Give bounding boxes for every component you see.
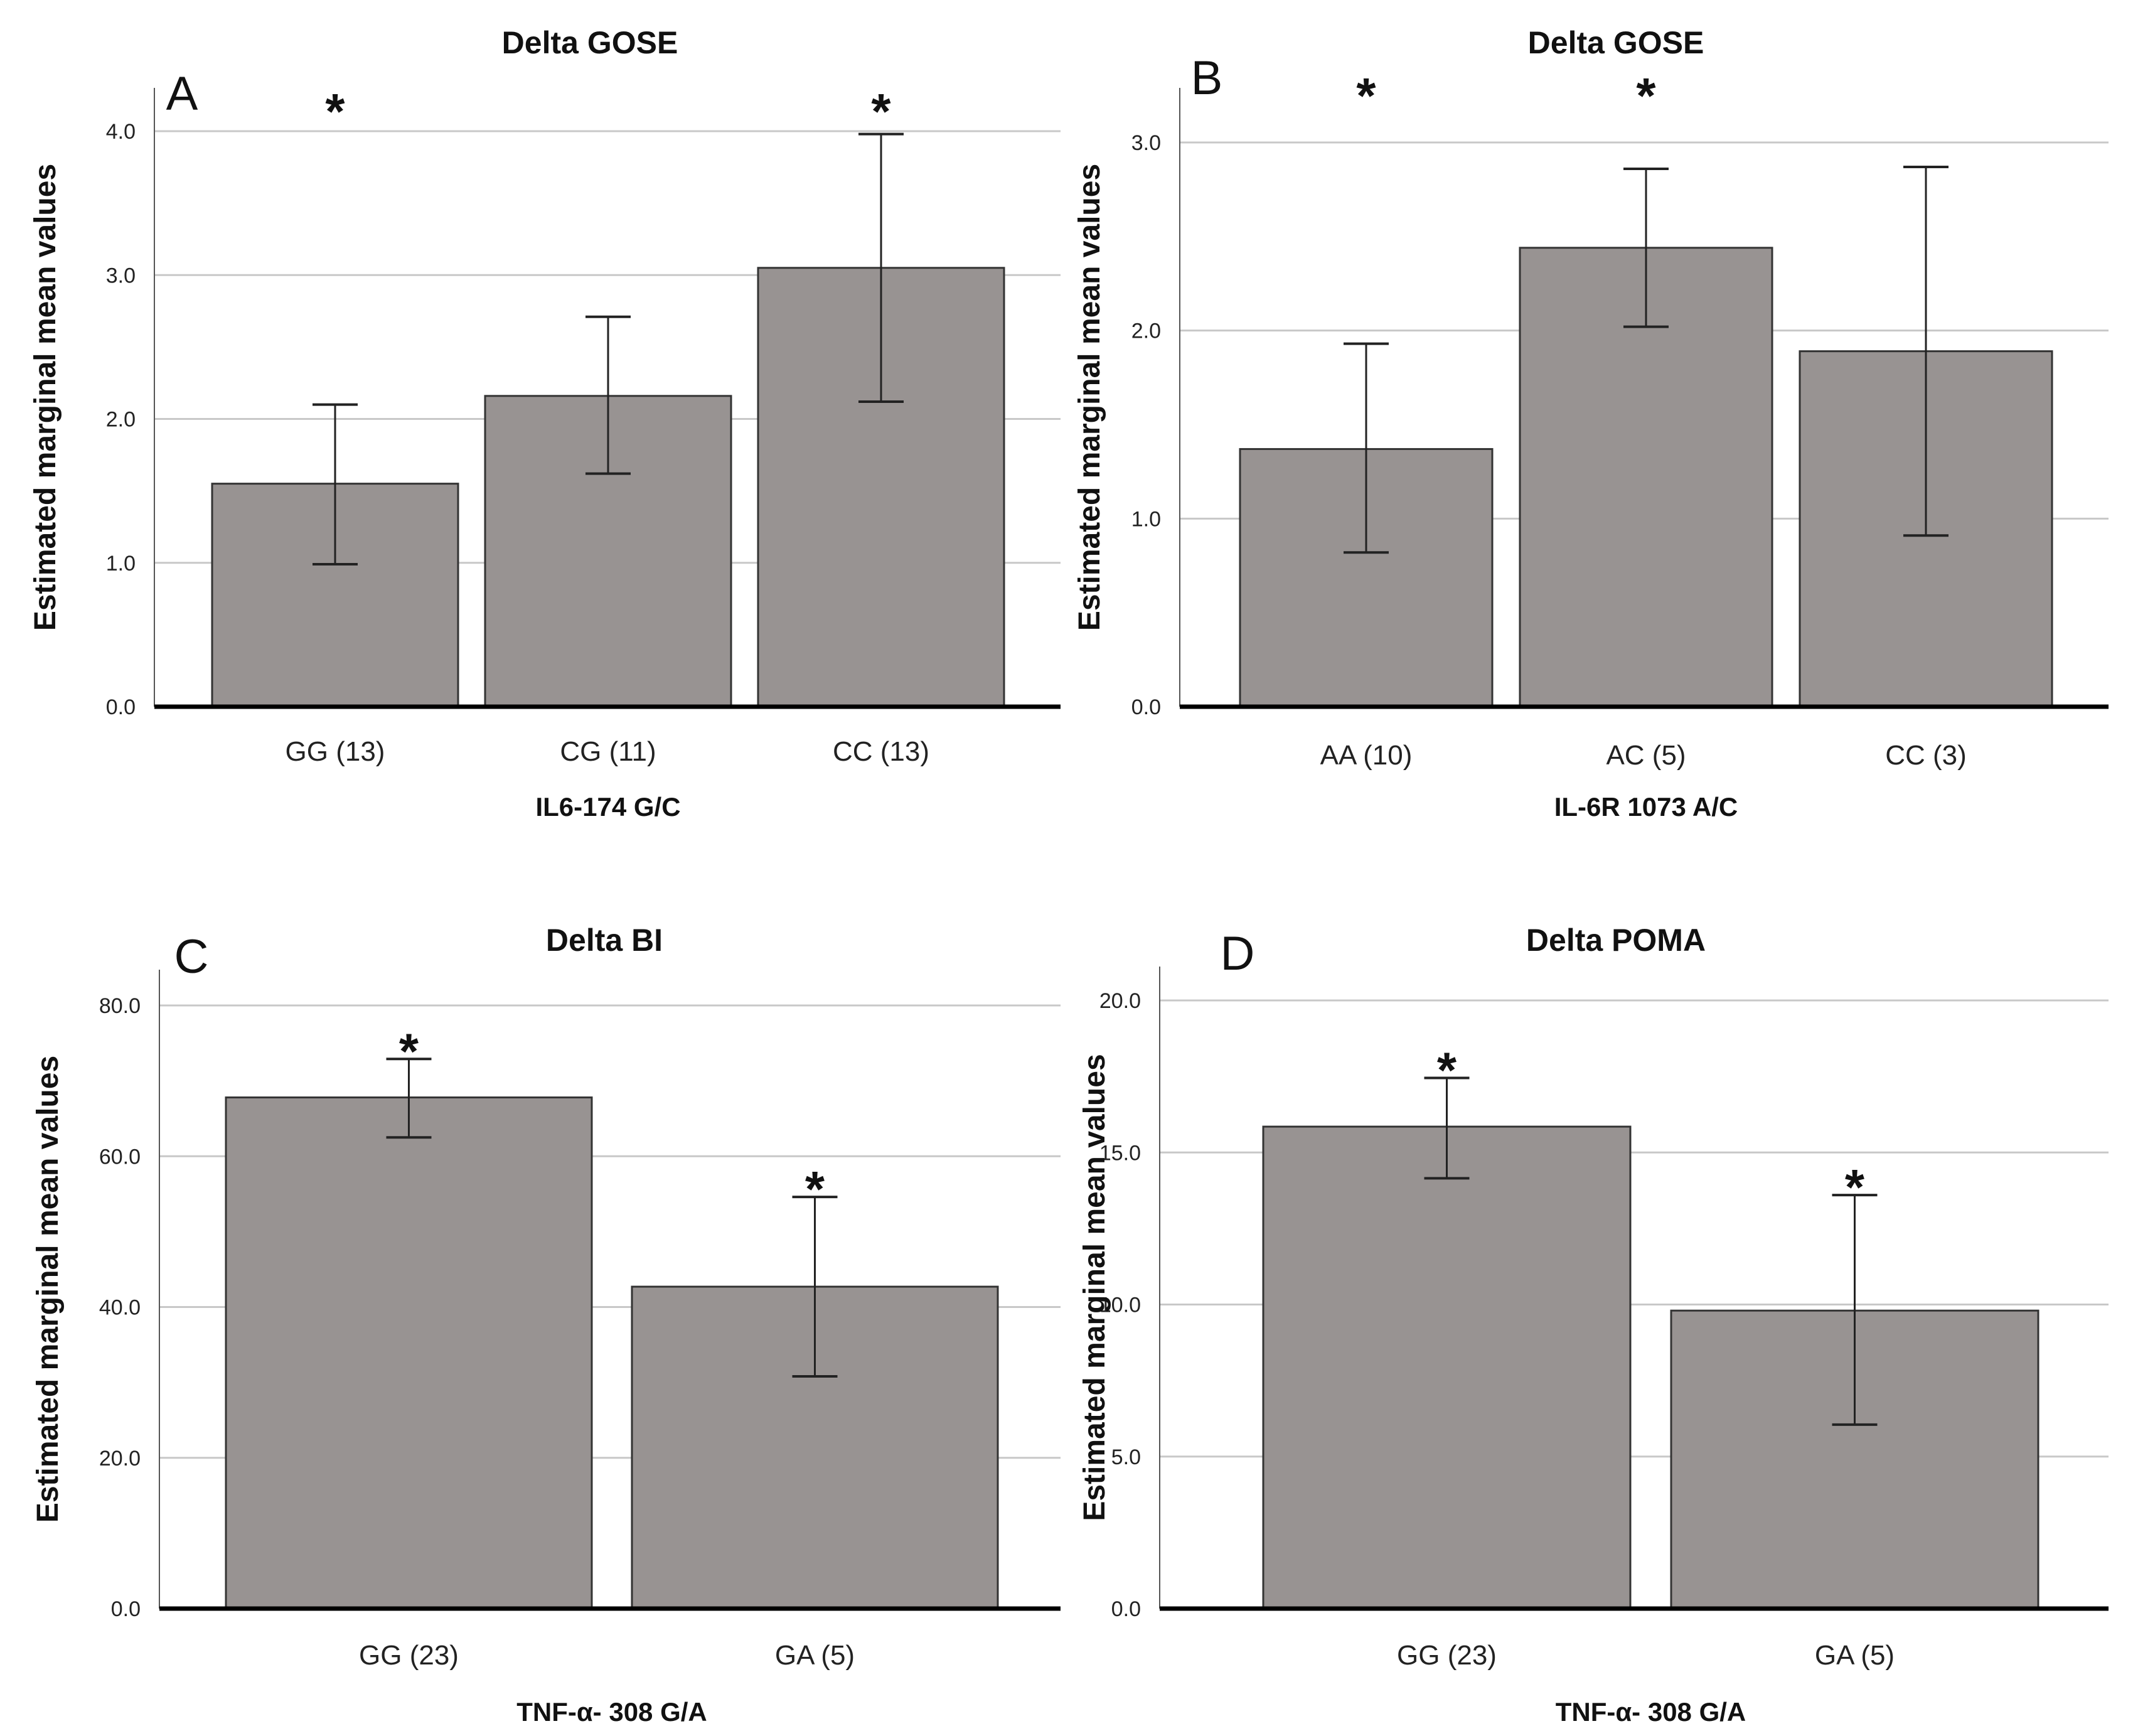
chart-title: Delta GOSE [1528,25,1704,60]
category-label: AC (5) [1606,740,1686,771]
y-axis-title: Estimated marginal mean values [1078,1054,1111,1521]
category-label: GG (23) [359,1640,459,1671]
y-axis-title: Estimated marginal mean values [31,1056,65,1523]
y-tick-label: 0.0 [1131,695,1161,719]
significance-star: * [325,83,345,139]
y-tick-label: 80.0 [99,994,141,1018]
y-tick-label: 3.0 [106,264,136,287]
significance-star: * [1636,68,1656,124]
category-label: GG (13) [286,736,385,767]
y-tick-label: 10.0 [1099,1294,1141,1317]
y-tick-label: 2.0 [106,408,136,432]
chart-panel-c: 0.0 20.0 40.0 60.0 80.0 * GG (23) * GA (5) Delta … [31,923,1061,1727]
y-tick-label: 1.0 [106,552,136,576]
category-label: GA (5) [1815,1640,1895,1671]
y-tick-label: 20.0 [99,1447,141,1471]
y-tick-label: 2.0 [1131,319,1161,343]
significance-star: * [871,83,891,139]
significance-star: * [1356,68,1376,124]
panel-label: A [166,67,198,121]
y-tick-label: 0.0 [106,695,136,719]
y-tick-label: 15.0 [1099,1141,1141,1165]
x-axis-title: TNF-α- 308 G/A [516,1697,707,1727]
y-tick-label: 40.0 [99,1296,141,1320]
significance-star: * [399,1023,419,1079]
chart-panel-d: 0.0 5.0 10.0 15.0 20.0 * GG (23) * GA (5) Delta P… [1078,923,2109,1727]
panel-label: B [1191,51,1223,105]
chart-title: Delta GOSE [502,25,678,60]
y-axis-title: Estimated marginal mean values [1073,164,1106,631]
y-tick-label: 5.0 [1111,1445,1141,1469]
x-axis-title: TNF-α- 308 G/A [1556,1697,1746,1727]
y-tick-label: 60.0 [99,1145,141,1169]
category-label: CC (3) [1885,740,1967,771]
panel-label: D [1221,927,1255,980]
significance-star: * [1437,1042,1457,1098]
y-axis-title: Estimated marginal mean values [29,164,62,631]
category-label: CG (11) [560,736,656,767]
chart-title: Delta POMA [1526,923,1706,958]
y-tick-label: 1.0 [1131,507,1161,531]
y-tick-label: 0.0 [111,1597,141,1621]
y-tick-label: 4.0 [106,120,136,144]
chart-panel-a: 0.0 1.0 2.0 3.0 4.0 * GG (13) CG (11) * CC (13) De… [29,25,1061,822]
significance-star: * [1845,1159,1865,1215]
chart-title: Delta BI [546,923,663,958]
y-tick-label: 0.0 [1111,1597,1141,1621]
category-label: GA (5) [775,1640,855,1671]
y-tick-label: 3.0 [1131,131,1161,155]
significance-star: * [805,1161,825,1217]
y-tick-label: 20.0 [1099,989,1141,1013]
category-label: GG (23) [1397,1640,1497,1671]
x-axis-title: IL6-174 G/C [535,792,680,822]
category-label: CC (13) [833,736,929,767]
chart-panel-b: 0.0 1.0 2.0 3.0 * AA (10) * AC (5) CC (3) Delta G… [1073,25,2109,822]
bar [225,1096,593,1610]
panel-label: C [174,930,209,983]
bar [1262,1125,1632,1610]
category-label: AA (10) [1320,740,1413,771]
x-axis-title: IL-6R 1073 A/C [1554,792,1738,822]
